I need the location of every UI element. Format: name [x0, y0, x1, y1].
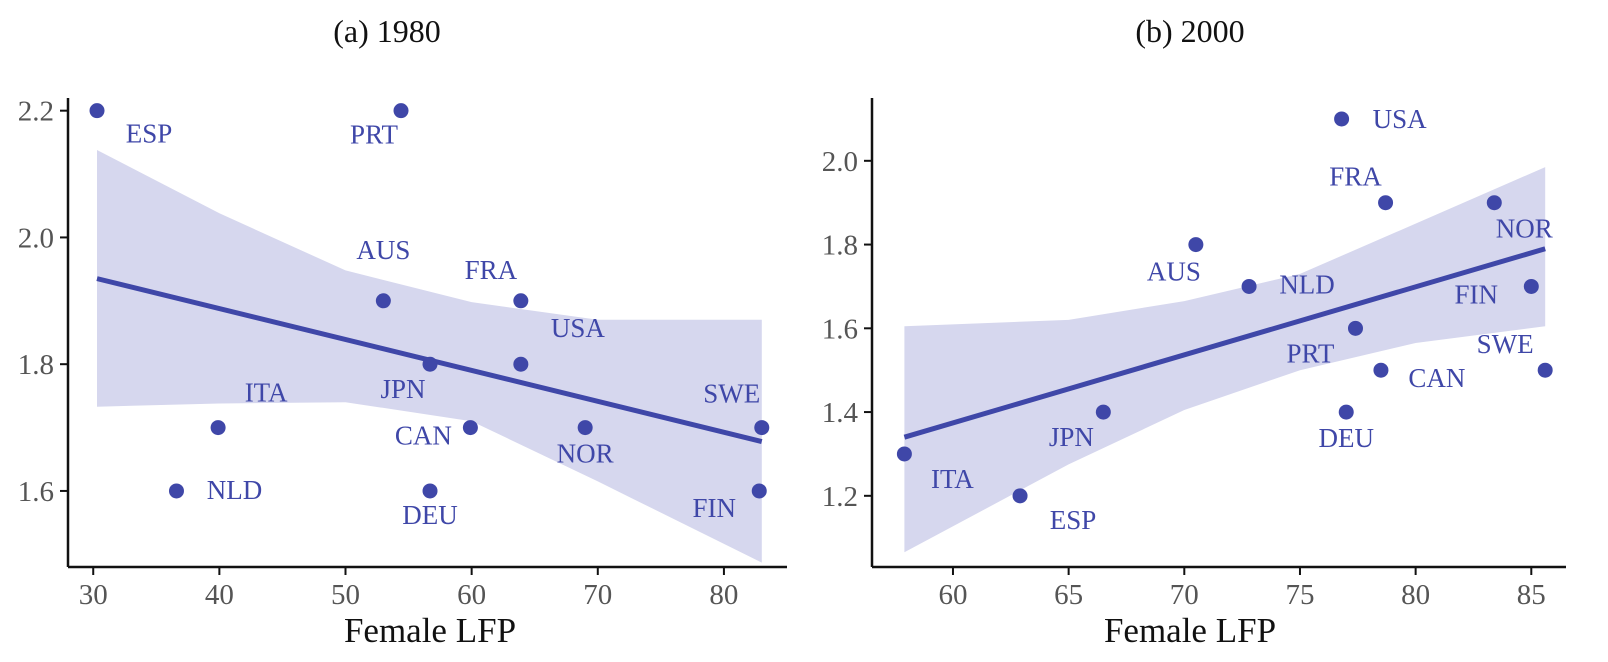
- point-label-esp-1980: ESP: [126, 119, 173, 149]
- y-tick-label-2000: 1.8: [822, 230, 858, 262]
- x-tick-label-2000: 65: [1054, 579, 1083, 611]
- point-label-nor-1980: NOR: [557, 439, 614, 469]
- y-tick-label-2000: 2.0: [822, 146, 858, 178]
- x-tick-label-2000: 85: [1517, 579, 1546, 611]
- x-tick-label-1980: 80: [709, 579, 738, 611]
- point-esp-1980: [89, 103, 105, 119]
- point-nor-1980: [577, 420, 593, 436]
- point-can-1980: [462, 420, 478, 436]
- point-label-fra-2000: FRA: [1329, 162, 1382, 192]
- point-nor-2000: [1486, 195, 1502, 211]
- x-tick-label-2000: 60: [938, 579, 967, 611]
- point-swe-1980: [754, 420, 770, 436]
- x-axis-title-1980: Female LFP: [344, 611, 516, 650]
- point-label-ita-1980: ITA: [245, 378, 288, 408]
- plot-area-1980: ESP PRT FRA AUS USA JPN ITA CAN NOR SWE NLD DEU FIN: [89, 103, 770, 563]
- point-label-nld-1980: NLD: [207, 475, 263, 505]
- point-label-fin-2000: FIN: [1455, 279, 1499, 309]
- x-tick-label-1980: 50: [331, 579, 360, 611]
- point-nld-1980: [168, 483, 184, 499]
- confidence-band-1980: [97, 150, 762, 563]
- point-label-usa-2000: USA: [1373, 104, 1428, 134]
- point-label-jpn-1980: JPN: [381, 374, 426, 404]
- y-tick-label-1980: 1.8: [18, 349, 54, 381]
- x-tick-label-1980: 40: [205, 579, 234, 611]
- point-esp-2000: [1012, 488, 1028, 504]
- point-label-jpn-2000: JPN: [1049, 422, 1094, 452]
- panel-1980: (a) 1980 ESP PRT FRA AUS USA JPN ITA CAN NOR SWE N…: [18, 13, 787, 650]
- point-label-prt-1980: PRT: [350, 120, 398, 150]
- point-ita-2000: [896, 446, 912, 462]
- point-aus-2000: [1188, 237, 1204, 253]
- point-label-nor-2000: NOR: [1496, 214, 1553, 244]
- point-label-can-1980: CAN: [395, 421, 452, 451]
- point-jpn-2000: [1095, 404, 1111, 420]
- fit-line-2000: [903, 246, 1546, 440]
- confidence-band-2000: [904, 167, 1546, 553]
- point-nld-2000: [1241, 278, 1257, 294]
- point-label-aus-1980: AUS: [356, 235, 410, 265]
- point-prt-1980: [393, 103, 409, 119]
- point-label-nld-2000: NLD: [1279, 269, 1335, 299]
- ticks-1980: 30 40 50 60 70 80 1.6 1.8 2.0 2.2: [18, 96, 739, 611]
- point-label-prt-2000: PRT: [1287, 338, 1335, 368]
- x-tick-label-2000: 75: [1285, 579, 1314, 611]
- point-can-2000: [1373, 362, 1389, 378]
- point-fin-1980: [751, 483, 767, 499]
- point-label-swe-1980: SWE: [703, 379, 760, 409]
- x-axis-title-2000: Female LFP: [1104, 611, 1276, 650]
- panel-2000: (b) 2000 USA FRA NOR AUS NLD FIN PRT CAN SWE JPN D…: [822, 13, 1566, 650]
- x-tick-label-2000: 80: [1401, 579, 1430, 611]
- point-deu-2000: [1338, 404, 1354, 420]
- point-fin-2000: [1523, 278, 1539, 294]
- y-tick-label-1980: 2.2: [18, 96, 54, 128]
- x-tick-label-1980: 30: [79, 579, 108, 611]
- ticks-2000: 60 65 70 75 80 85 1.2 1.4 1.6 1.8 2.0: [822, 146, 1546, 611]
- point-fra-1980: [513, 293, 529, 309]
- point-label-usa-1980: USA: [551, 313, 606, 343]
- point-label-deu-2000: DEU: [1318, 423, 1374, 453]
- panel-title-2000: (b) 2000: [1135, 13, 1244, 49]
- point-aus-1980: [375, 293, 391, 309]
- x-tick-label-1980: 70: [583, 579, 612, 611]
- point-label-deu-1980: DEU: [402, 500, 458, 530]
- point-usa-1980: [513, 356, 529, 372]
- point-prt-2000: [1347, 320, 1363, 336]
- y-tick-label-1980: 1.6: [18, 476, 54, 508]
- point-fra-2000: [1378, 195, 1394, 211]
- y-tick-label-2000: 1.6: [822, 313, 858, 345]
- point-swe-2000: [1537, 362, 1553, 378]
- y-tick-label-2000: 1.4: [822, 397, 859, 429]
- y-tick-label-1980: 2.0: [18, 222, 54, 254]
- point-label-swe-2000: SWE: [1477, 329, 1534, 359]
- point-ita-1980: [210, 420, 226, 436]
- point-label-ita-2000: ITA: [931, 464, 974, 494]
- point-label-esp-2000: ESP: [1050, 505, 1097, 535]
- point-jpn-1980: [422, 356, 438, 372]
- panel-title-1980: (a) 1980: [333, 13, 441, 49]
- y-tick-label-2000: 1.2: [822, 481, 858, 513]
- point-label-fin-1980: FIN: [692, 493, 736, 523]
- point-deu-1980: [422, 483, 438, 499]
- x-tick-label-2000: 70: [1170, 579, 1199, 611]
- plot-area-2000: USA FRA NOR AUS NLD FIN PRT CAN SWE JPN DEU ITA ESP: [896, 104, 1553, 553]
- point-label-can-2000: CAN: [1408, 363, 1465, 393]
- point-label-aus-2000: AUS: [1147, 257, 1201, 287]
- x-tick-label-1980: 60: [457, 579, 486, 611]
- point-label-fra-1980: FRA: [465, 255, 518, 285]
- point-usa-2000: [1334, 111, 1350, 127]
